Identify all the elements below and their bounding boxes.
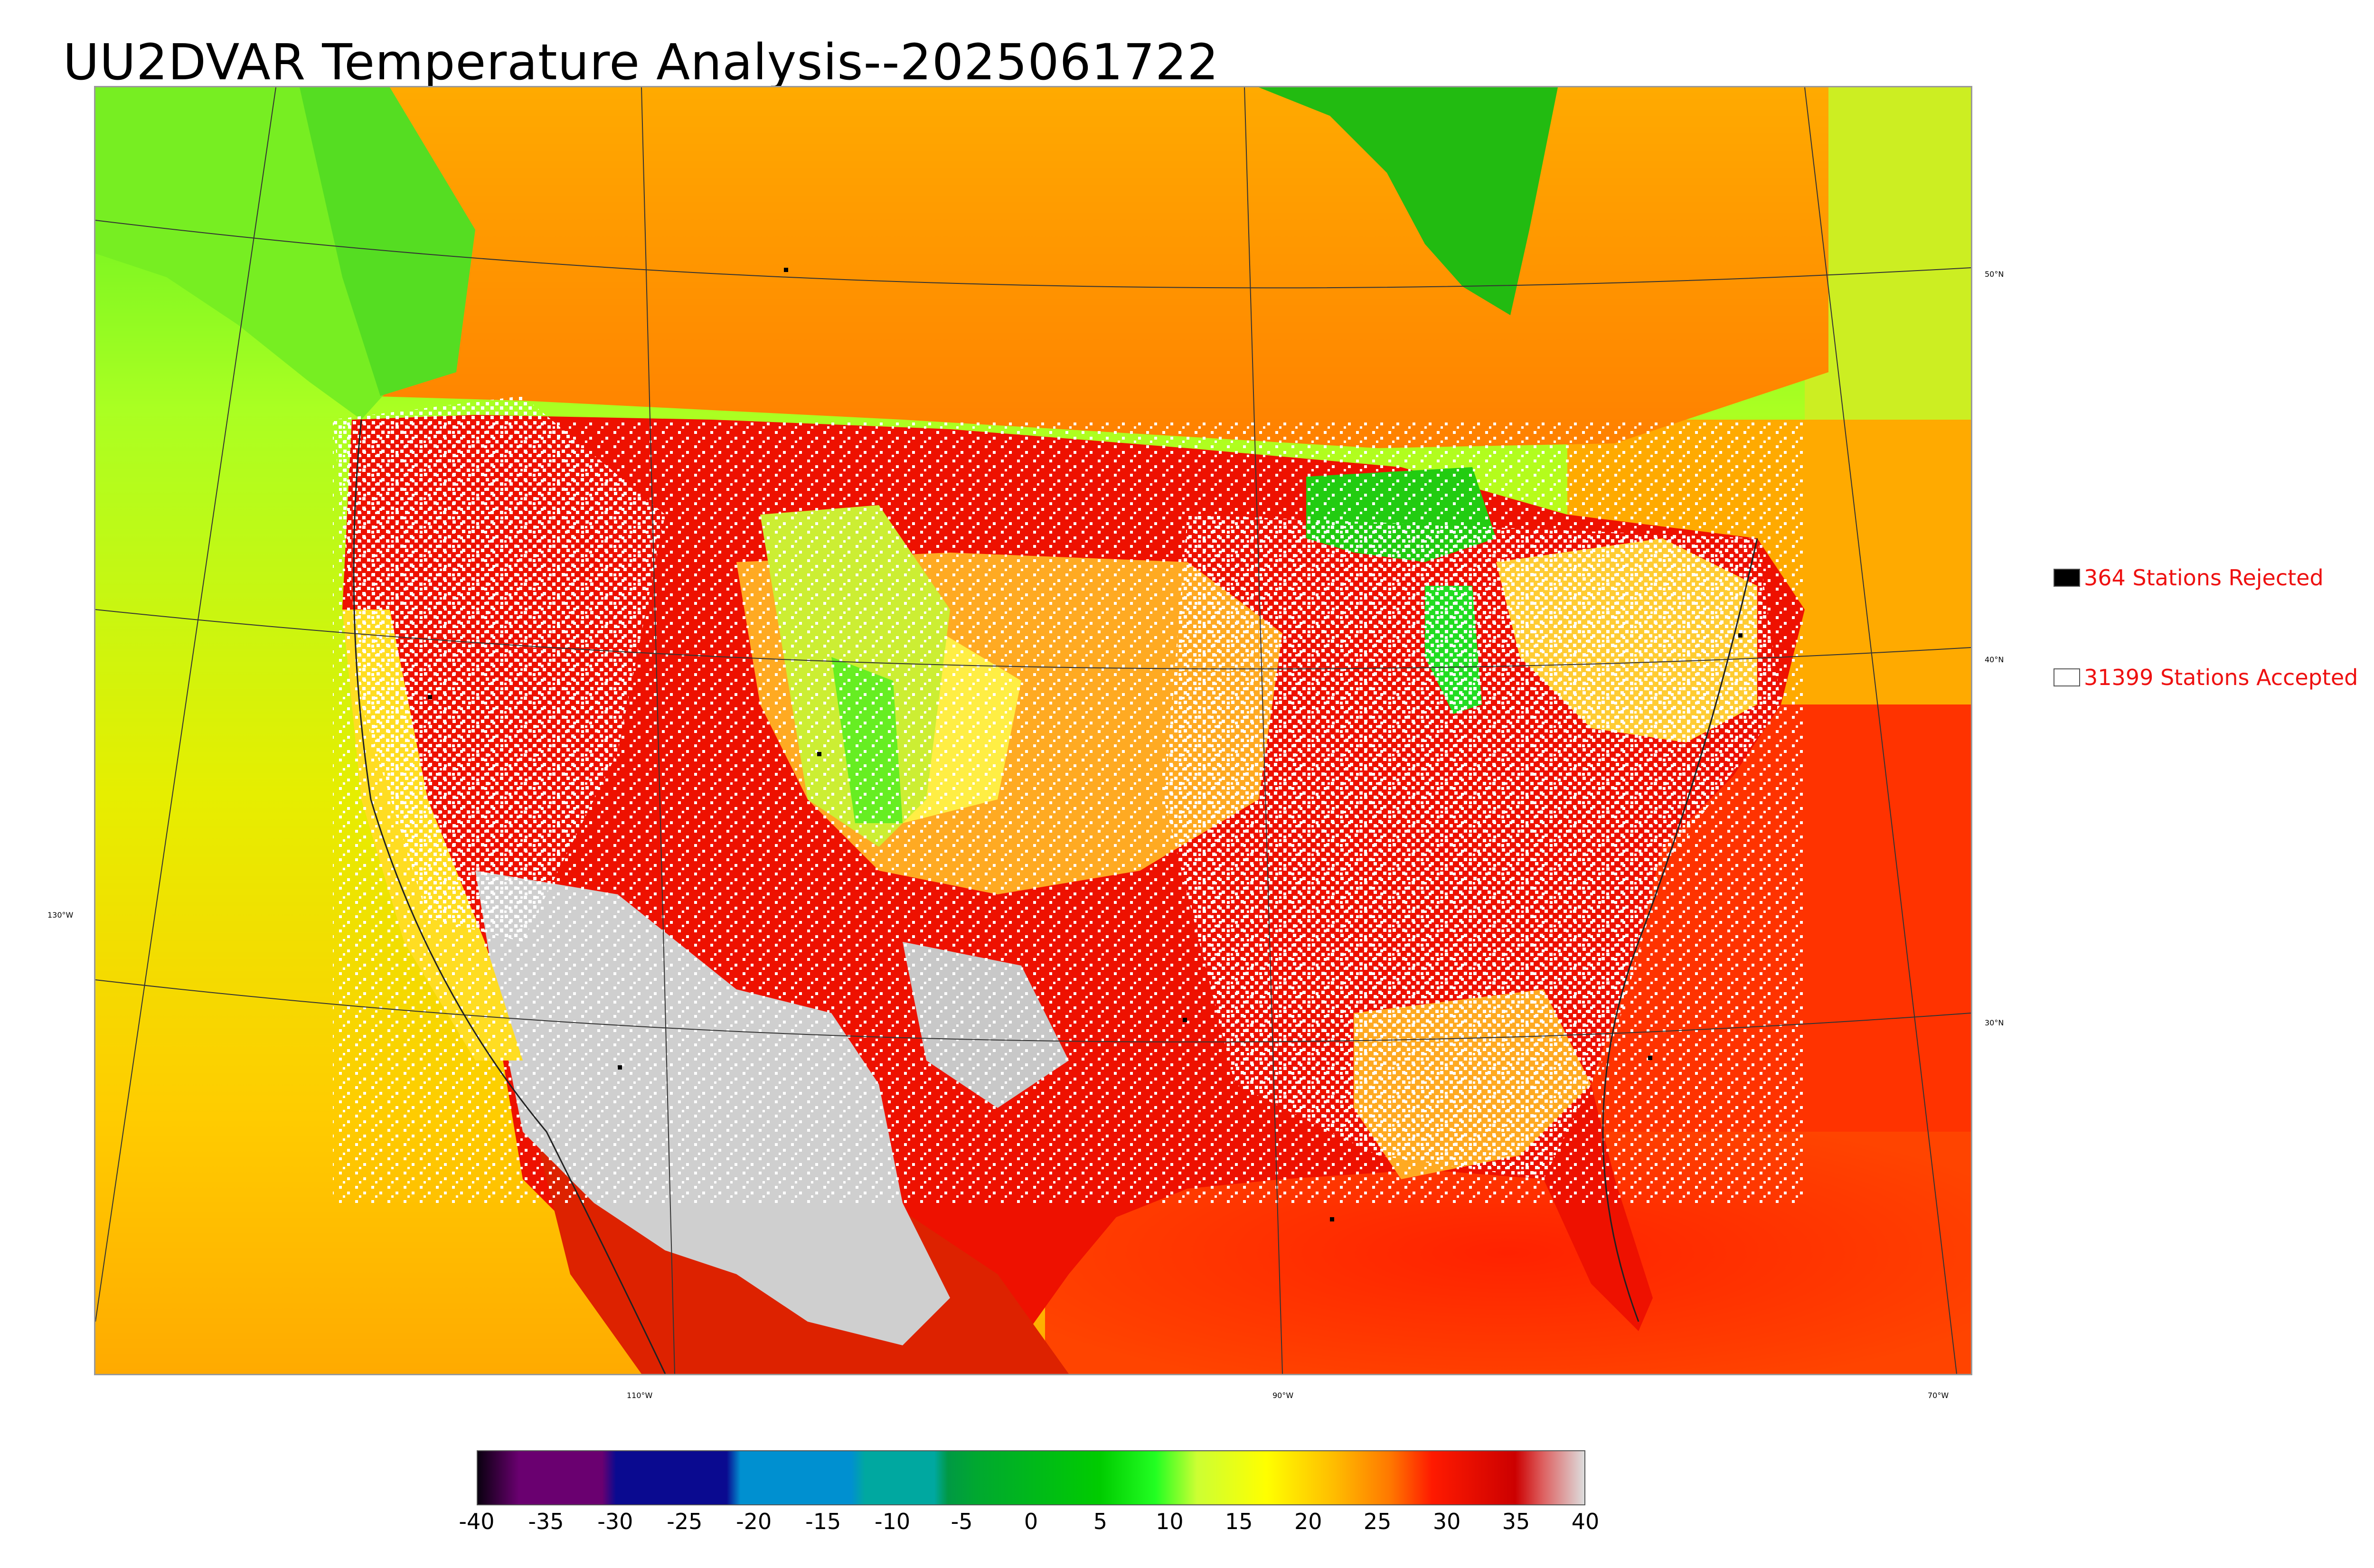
colorbar-tick-label: 15: [1225, 1509, 1253, 1534]
colorbar-tick-label: 10: [1156, 1509, 1184, 1534]
colorbar-tick-label: -30: [597, 1509, 633, 1534]
rejected-label: 364 Stations Rejected: [2084, 565, 2324, 591]
legend-accepted: 31399 Stations Accepted: [2054, 665, 2358, 690]
colorbar-tick-label: -35: [528, 1509, 564, 1534]
longitude-label-110: 110°W: [627, 1391, 653, 1400]
colorbar-tick-label: 30: [1432, 1509, 1461, 1534]
colorbar-tick-label: -40: [459, 1509, 495, 1534]
colorbar-tick-label: 20: [1294, 1509, 1322, 1534]
colorbar-tick-labels: -40 -35 -30 -25 -20 -15 -10 -5 0 5 10 15 20 25 30 35 40: [459, 1509, 1599, 1537]
colorbar-tick-label: -10: [875, 1509, 911, 1534]
colorbar-tick-label: -25: [667, 1509, 703, 1534]
colorbar-tick-label: -15: [805, 1509, 841, 1534]
longitude-label-130: 130°W: [47, 911, 74, 920]
colorbar-tick-label: 40: [1571, 1509, 1600, 1534]
temperature-map[interactable]: [94, 86, 1972, 1375]
colorbar-tick-label: -20: [736, 1509, 772, 1534]
rejected-swatch: [2054, 569, 2080, 587]
latitude-label-40: 40°N: [1985, 655, 2004, 664]
map-title: UU2DVAR Temperature Analysis--2025061722: [63, 33, 1219, 91]
west-coastline: [353, 419, 666, 1374]
latitude-label-30: 30°N: [1985, 1018, 2004, 1027]
temperature-colorbar: [477, 1450, 1585, 1505]
legend-rejected: 364 Stations Rejected: [2054, 565, 2324, 591]
accepted-swatch: [2054, 668, 2080, 686]
longitude-label-90: 90°W: [1272, 1391, 1294, 1400]
temperature-field-svg: [95, 87, 1971, 1374]
latitude-label-50: 50°N: [1985, 270, 2004, 279]
longitude-label-70: 70°W: [1928, 1391, 1949, 1400]
colorbar-tick-label: 5: [1093, 1509, 1108, 1534]
rejected-stations-layer: [428, 268, 1743, 1221]
accepted-label: 31399 Stations Accepted: [2084, 665, 2358, 690]
colorbar-tick-label: -5: [951, 1509, 973, 1534]
colorbar-tick-label: 35: [1502, 1509, 1530, 1534]
east-coastline: [1602, 538, 1758, 1322]
graticule: [95, 87, 1971, 1374]
hudson-bay-field: [1259, 87, 1558, 315]
colorbar-tick-label: 25: [1363, 1509, 1392, 1534]
colorbar-tick-label: 0: [1024, 1509, 1038, 1534]
